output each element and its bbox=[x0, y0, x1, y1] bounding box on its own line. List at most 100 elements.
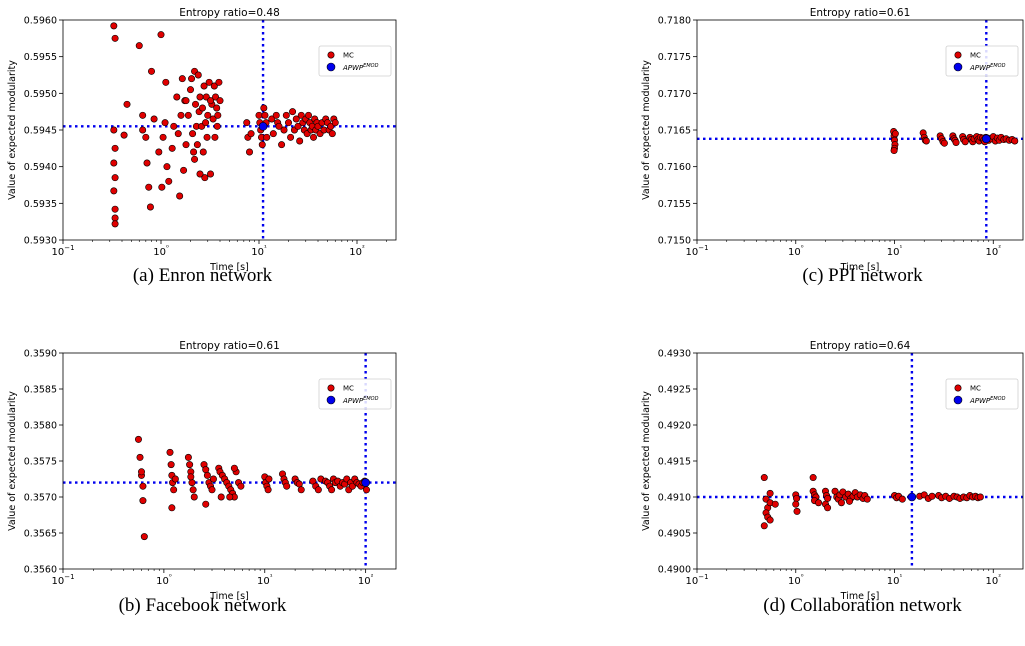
mc-point bbox=[278, 141, 286, 149]
mc-point bbox=[168, 144, 176, 152]
mc-point bbox=[142, 133, 150, 141]
y-tick-label: 0.5960 bbox=[24, 16, 57, 27]
mc-point bbox=[135, 42, 143, 50]
mc-point bbox=[158, 183, 166, 191]
mc-point bbox=[314, 486, 322, 494]
mc-point bbox=[208, 486, 216, 494]
mc-point bbox=[201, 174, 209, 182]
y-tick-label: 0.4900 bbox=[658, 565, 691, 576]
y-tick-label: 0.7150 bbox=[658, 236, 691, 247]
mc-point bbox=[188, 75, 196, 83]
x-tick-label: 10−1 bbox=[51, 244, 74, 258]
legend-marker-mc bbox=[954, 51, 962, 59]
y-axis-label: Value of expected modularity bbox=[641, 60, 652, 200]
mc-point bbox=[194, 71, 202, 79]
mc-point bbox=[187, 473, 195, 481]
y-tick-label: 0.4930 bbox=[658, 349, 691, 360]
mc-point bbox=[760, 522, 768, 530]
mc-point bbox=[186, 461, 194, 469]
mc-point bbox=[215, 78, 223, 86]
mc-point bbox=[110, 22, 118, 30]
y-tick-label: 0.4925 bbox=[658, 385, 691, 396]
y-axis-label: Value of expected modularity bbox=[641, 391, 652, 531]
mc-point bbox=[110, 159, 118, 167]
mc-point bbox=[327, 122, 335, 130]
mc-point bbox=[137, 468, 145, 476]
mc-point bbox=[111, 174, 119, 182]
legend-label-mc: MC bbox=[970, 52, 981, 60]
legend-marker-apwp bbox=[326, 395, 336, 405]
caption-a: (a) Enron network bbox=[132, 265, 273, 286]
mc-point bbox=[203, 471, 211, 479]
y-tick-label: 0.3585 bbox=[24, 385, 57, 396]
mc-point bbox=[198, 104, 206, 112]
mc-point bbox=[139, 126, 147, 134]
mc-point bbox=[157, 31, 165, 39]
legend-label-mc: MC bbox=[343, 52, 354, 60]
y-tick-label: 0.3560 bbox=[24, 565, 57, 576]
y-tick-label: 0.5935 bbox=[24, 199, 57, 210]
mc-point bbox=[297, 111, 305, 119]
mc-point bbox=[176, 192, 184, 200]
mc-point bbox=[150, 115, 158, 123]
y-tick-label: 0.4915 bbox=[658, 457, 691, 468]
mc-point bbox=[296, 137, 304, 145]
mc-point bbox=[226, 493, 234, 501]
mc-point bbox=[178, 75, 186, 83]
x-tick-label: 10⁰ bbox=[153, 244, 169, 258]
mc-point bbox=[294, 122, 302, 130]
plot-area bbox=[697, 353, 1023, 569]
plot-frame bbox=[62, 352, 397, 570]
mc-point bbox=[170, 122, 178, 130]
mc-point bbox=[184, 111, 192, 119]
mc-point bbox=[165, 177, 173, 185]
mc-point bbox=[187, 86, 195, 94]
mc-point bbox=[210, 82, 218, 90]
mc-point bbox=[348, 482, 356, 490]
mc-point bbox=[961, 138, 969, 146]
legend: MC APWPEMOD bbox=[318, 45, 392, 77]
legend-marker-mc bbox=[327, 384, 335, 392]
chart-title: Entropy ratio=0.61 bbox=[179, 340, 280, 352]
mc-point bbox=[237, 482, 245, 490]
y-tick-label: 0.4920 bbox=[658, 421, 691, 432]
y-tick-label: 0.7165 bbox=[658, 126, 691, 137]
mc-point bbox=[202, 119, 210, 127]
y-tick-label: 0.7180 bbox=[658, 16, 691, 27]
mc-point bbox=[209, 115, 217, 123]
plot-area bbox=[697, 20, 1023, 240]
y-tick-label: 0.3570 bbox=[24, 493, 57, 504]
x-tick-label: 10−1 bbox=[685, 573, 708, 587]
x-tick-label: 10⁰ bbox=[156, 573, 172, 587]
mc-point bbox=[209, 475, 217, 483]
mc-point bbox=[261, 111, 269, 119]
legend-label-mc: MC bbox=[970, 385, 981, 393]
mc-point bbox=[110, 187, 118, 195]
y-tick-label: 0.7170 bbox=[658, 89, 691, 100]
mc-point bbox=[793, 507, 801, 515]
x-tick-label: 10² bbox=[358, 573, 374, 587]
mc-point bbox=[182, 141, 190, 149]
legend-marker-mc bbox=[954, 384, 962, 392]
y-tick-label: 0.3575 bbox=[24, 457, 57, 468]
mc-point bbox=[205, 78, 213, 86]
mc-point bbox=[155, 148, 163, 156]
mc-point bbox=[145, 183, 153, 191]
mc-point bbox=[189, 486, 197, 494]
x-tick-label: 10² bbox=[349, 244, 365, 258]
y-tick-label: 0.7175 bbox=[658, 52, 691, 63]
y-tick-label: 0.7160 bbox=[658, 162, 691, 173]
caption-b: (b) Facebook network bbox=[118, 595, 287, 616]
mc-point bbox=[123, 100, 131, 108]
mc-point bbox=[111, 214, 119, 222]
mc-point bbox=[243, 119, 251, 127]
apwp-point bbox=[361, 478, 370, 487]
plot-area bbox=[63, 20, 396, 240]
mc-point bbox=[283, 482, 291, 490]
mc-point bbox=[211, 133, 219, 141]
mc-point bbox=[766, 489, 774, 497]
mc-point bbox=[292, 115, 300, 123]
y-tick-label: 0.5950 bbox=[24, 89, 57, 100]
plot-frame bbox=[62, 19, 397, 241]
y-tick-label: 0.5930 bbox=[24, 236, 57, 247]
